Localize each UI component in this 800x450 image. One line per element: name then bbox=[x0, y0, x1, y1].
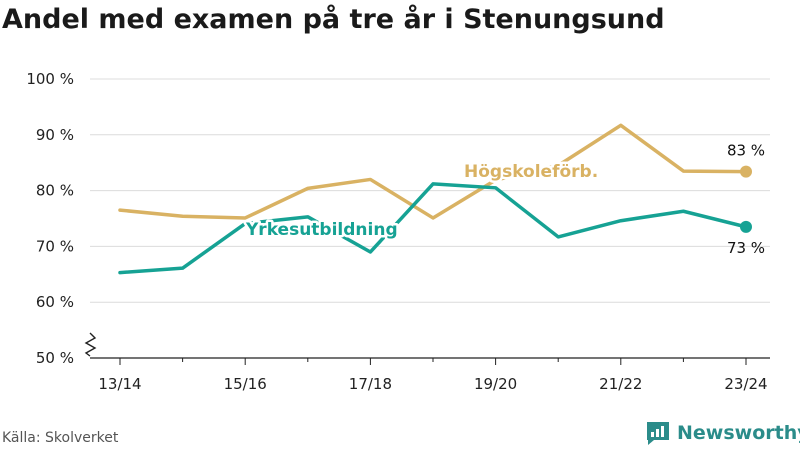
y-tick-label: 90 % bbox=[36, 126, 74, 144]
newsworthy-logo-icon bbox=[647, 422, 669, 445]
x-tick-label: 17/18 bbox=[349, 375, 392, 393]
x-tick-label: 15/16 bbox=[224, 375, 267, 393]
y-tick-label: 80 % bbox=[36, 182, 74, 200]
series-line-yrkesutbildning bbox=[118, 182, 748, 275]
x-tick-label: 19/20 bbox=[474, 375, 517, 393]
y-axis-ticks: 50 % 60 % 70 % 80 % 90 % 100 % bbox=[26, 70, 97, 367]
y-tick-label: 100 % bbox=[26, 70, 74, 88]
series-labels: 83 % 73 % Högskoleförb. Yrkesutbildning bbox=[243, 142, 766, 257]
x-tick-label: 21/22 bbox=[599, 375, 642, 393]
series-name-label: Yrkesutbildning bbox=[245, 220, 398, 240]
series-name-label: Högskoleförb. bbox=[464, 162, 598, 182]
chart-title: Andel med examen på tre år i Stenungsund bbox=[2, 4, 665, 35]
series-line-h-gskolef-rb- bbox=[118, 123, 748, 220]
y-tick-label: 50 % bbox=[36, 349, 74, 367]
y-tick-label: 60 % bbox=[36, 293, 74, 311]
x-axis: 13/14 15/16 17/18 19/20 21/22 23/24 bbox=[90, 357, 770, 393]
x-tick-label: 13/14 bbox=[98, 375, 141, 393]
y-tick-label: 70 % bbox=[36, 237, 74, 255]
grid-lines bbox=[90, 78, 770, 303]
end-value-label: 83 % bbox=[727, 142, 765, 160]
source-note: Källa: Skolverket bbox=[2, 430, 119, 446]
brand-logo: Newsworthy bbox=[645, 420, 800, 446]
brand-name: Newsworthy bbox=[677, 422, 800, 444]
x-tick-label: 23/24 bbox=[724, 375, 767, 393]
end-point-h-gskolef-rb- bbox=[740, 165, 752, 178]
end-point-yrkesutbildning bbox=[740, 220, 752, 233]
end-value-label: 73 % bbox=[727, 239, 765, 257]
series-lines bbox=[118, 123, 752, 275]
axis-break-mark bbox=[84, 332, 97, 357]
